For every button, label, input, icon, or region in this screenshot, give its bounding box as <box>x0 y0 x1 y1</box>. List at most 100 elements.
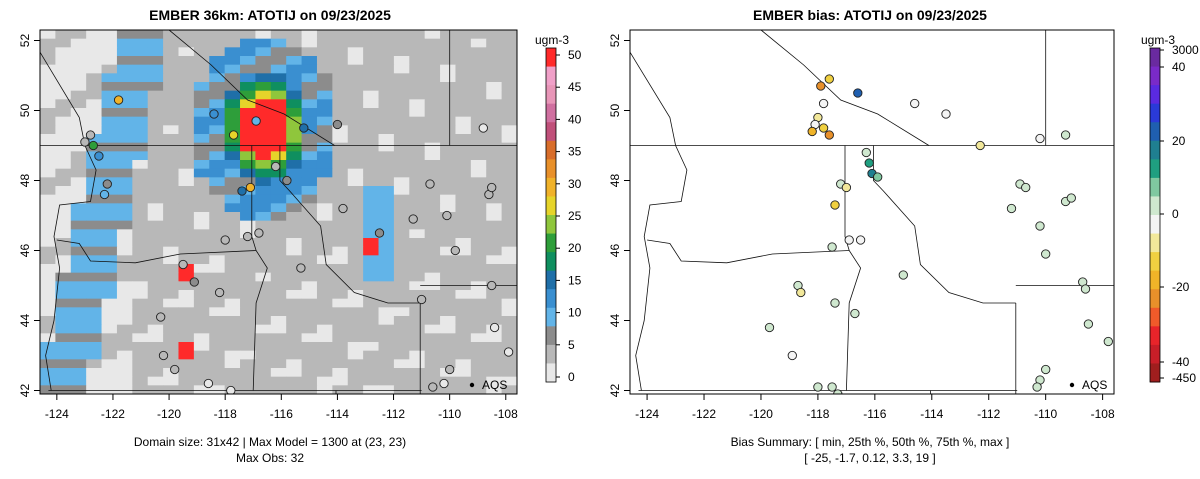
grid-cell <box>455 324 472 334</box>
grid-cell <box>55 333 72 343</box>
grid-cell <box>224 125 241 135</box>
grid-cell <box>270 350 287 360</box>
grid-cell <box>286 324 302 334</box>
grid-cell <box>470 160 487 170</box>
grid-cell <box>178 90 195 100</box>
grid-cell <box>40 160 56 170</box>
grid-cell <box>147 264 164 274</box>
left-footer-line1: Domain size: 31x42 | Max Model = 1300 at… <box>134 435 406 449</box>
grid-cell <box>378 194 395 204</box>
right-map-background <box>630 30 1114 394</box>
grid-cell <box>486 99 503 109</box>
grid-cell <box>70 108 87 118</box>
grid-cell <box>316 212 333 222</box>
left-map-title: EMBER 36km: ATOTIJ on 09/23/2025 <box>149 7 391 23</box>
bias-site <box>841 182 852 193</box>
colorbar-swatch <box>546 215 556 235</box>
grid-cell <box>424 376 441 386</box>
grid-cell <box>178 281 195 291</box>
grid-cell <box>378 246 395 256</box>
grid-cell <box>163 316 179 326</box>
grid-cell <box>470 186 487 196</box>
grid-cell <box>378 272 395 282</box>
grid-cell <box>70 38 87 48</box>
grid-cell <box>270 194 287 204</box>
grid-cell <box>363 64 379 74</box>
grid-cell <box>147 298 164 308</box>
grid-cell <box>301 160 318 170</box>
grid-cell <box>409 64 426 74</box>
grid-cell <box>378 212 395 222</box>
grid-cell <box>178 160 195 170</box>
grid-cell <box>132 177 149 187</box>
grid-cell <box>178 298 195 308</box>
grid-cell <box>486 56 503 66</box>
grid-cell <box>209 82 226 92</box>
observation-site <box>416 294 427 305</box>
grid-cell <box>501 82 517 92</box>
observation-site <box>271 161 281 172</box>
grid-cell <box>178 220 195 230</box>
grid-cell <box>55 368 72 378</box>
grid-cell <box>424 30 441 40</box>
grid-cell <box>255 212 272 222</box>
grid-cell <box>440 168 456 178</box>
grid-cell <box>193 246 210 256</box>
grid-cell <box>209 160 226 170</box>
grid-cell <box>255 385 272 394</box>
grid-cell <box>40 56 56 66</box>
grid-cell <box>70 385 87 394</box>
grid-cell <box>224 359 241 369</box>
colorbar-tick-label: 50 <box>568 48 582 62</box>
grid-cell <box>209 324 226 334</box>
grid-cell <box>455 64 472 74</box>
grid-cell <box>286 99 302 109</box>
grid-cell <box>332 99 349 109</box>
grid-cell <box>101 56 118 66</box>
grid-cell <box>393 281 410 291</box>
grid-cell <box>486 342 503 352</box>
grid-cell <box>316 255 333 265</box>
grid-cell <box>409 290 426 300</box>
colorbar-tick-label: 30 <box>568 177 582 191</box>
grid-cell <box>70 30 87 40</box>
grid-cell <box>86 99 102 109</box>
grid-cell <box>347 316 364 326</box>
grid-cell <box>40 134 56 144</box>
grid-cell <box>301 203 318 213</box>
grid-cell <box>332 47 349 57</box>
grid-cell <box>240 324 256 334</box>
grid-cell <box>193 255 210 265</box>
grid-cell <box>224 350 241 360</box>
grid-cell <box>378 342 395 352</box>
grid-cell <box>301 229 318 239</box>
grid-cell <box>270 376 287 386</box>
grid-cell <box>470 298 487 308</box>
grid-cell <box>301 350 318 360</box>
grid-cell <box>193 385 210 394</box>
grid-cell <box>116 125 133 135</box>
grid-cell <box>132 186 149 196</box>
grid-cell <box>255 203 272 213</box>
grid-cell <box>286 186 302 196</box>
grid-cell <box>193 298 210 308</box>
grid-cell <box>86 281 102 291</box>
grid-cell <box>440 56 456 66</box>
left-y-axis: 42 44 46 48 50 52 <box>18 34 40 397</box>
grid-cell <box>486 134 503 144</box>
grid-cell <box>363 264 379 274</box>
left-y-tick-label: 50 <box>18 104 32 118</box>
grid-cell <box>101 99 118 109</box>
grid-cell <box>132 368 149 378</box>
grid-cell <box>209 168 226 178</box>
grid-cell <box>116 368 133 378</box>
grid-cell <box>501 142 517 152</box>
grid-cell <box>301 212 318 222</box>
observation-site <box>242 231 253 242</box>
grid-cell <box>378 255 395 265</box>
grid-cell <box>116 307 133 317</box>
grid-cell <box>116 238 133 248</box>
grid-cell <box>55 186 72 196</box>
grid-cell <box>470 238 487 248</box>
grid-cell <box>270 203 287 213</box>
